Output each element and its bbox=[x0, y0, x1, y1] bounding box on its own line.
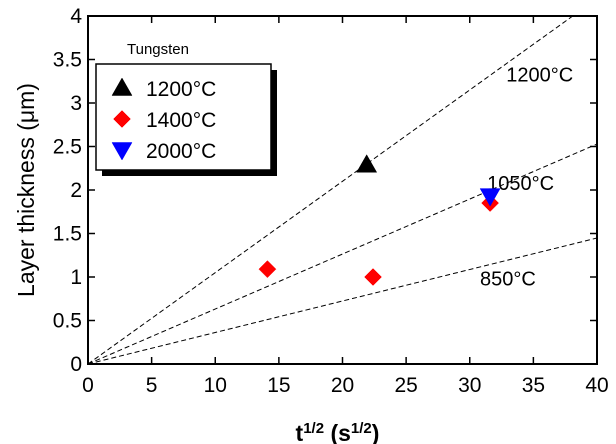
x-tick-label: 30 bbox=[458, 374, 481, 397]
legend-label-2000C: 2000°C bbox=[146, 140, 216, 163]
legend-label-1400C: 1400°C bbox=[146, 109, 216, 132]
data-point-2000C bbox=[479, 188, 501, 207]
fit-line-label-1200C: 1200°C bbox=[506, 64, 573, 86]
x-tick-label: 40 bbox=[585, 374, 608, 397]
x-tick-label: 10 bbox=[204, 374, 227, 397]
fit-line-label-850C: 850°C bbox=[480, 269, 536, 291]
y-tick-label: 3 bbox=[70, 92, 82, 115]
data-point-1400C bbox=[258, 260, 277, 279]
fit-line-label-1050C: 1050°C bbox=[487, 173, 554, 195]
y-tick-label: 0 bbox=[70, 353, 82, 376]
fit-line-850C bbox=[88, 237, 597, 364]
fit-line-1050C bbox=[88, 143, 597, 364]
legend-marker-1200C bbox=[111, 77, 133, 96]
y-tick-label: 3.5 bbox=[53, 49, 82, 72]
x-tick-label: 20 bbox=[331, 374, 354, 397]
y-tick-label: 1 bbox=[70, 266, 82, 289]
y-tick-label: 2.5 bbox=[53, 136, 82, 159]
legend-label-1200C: 1200°C bbox=[146, 78, 216, 101]
legend-marker-1400C bbox=[113, 110, 131, 128]
data-point-1200C bbox=[356, 154, 378, 173]
x-tick-label: 35 bbox=[522, 374, 545, 397]
legend-title: Tungsten bbox=[127, 41, 189, 58]
x-tick-label: 0 bbox=[82, 374, 94, 397]
y-tick-label: 1.5 bbox=[53, 223, 82, 246]
y-tick-label: 2 bbox=[70, 179, 82, 202]
y-tick-label: 0.5 bbox=[53, 310, 82, 333]
x-tick-label: 15 bbox=[267, 374, 290, 397]
y-axis-title: Layer thickness (μm) bbox=[13, 83, 39, 297]
fit-line-1200C bbox=[88, 16, 574, 364]
x-axis-title: t1/2 (s1/2) bbox=[296, 420, 380, 444]
x-tick-label: 25 bbox=[394, 374, 417, 397]
legend-marker-2000C bbox=[111, 142, 133, 161]
x-tick-label: 5 bbox=[146, 374, 158, 397]
data-point-1400C bbox=[364, 268, 382, 286]
y-tick-label: 4 bbox=[70, 5, 82, 28]
